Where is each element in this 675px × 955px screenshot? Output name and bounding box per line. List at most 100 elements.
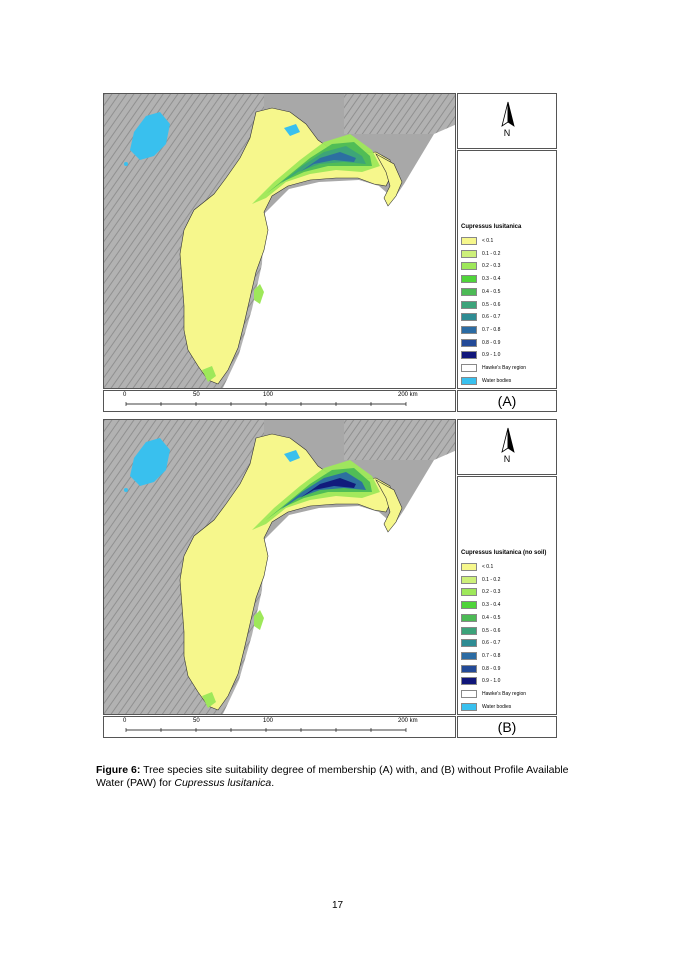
legend-label: 0.2 - 0.3 — [482, 589, 501, 596]
sea-area — [222, 450, 455, 714]
legend-swatch — [461, 702, 477, 711]
panel-label: (B) — [457, 716, 557, 738]
page-number: 17 — [331, 900, 344, 911]
legend-item: 0.6 - 0.7 — [461, 639, 556, 648]
terrain-hillshade-ne — [344, 420, 455, 460]
legend-label: Water bodies — [482, 703, 512, 710]
legend: Cupressus lusitanica (no soil) < 0.1 0.1 … — [457, 476, 557, 715]
legend-label: Water bodies — [482, 377, 512, 384]
legend-label: 0.9 - 1.0 — [482, 352, 501, 359]
legend-label: 0.7 - 0.8 — [482, 652, 501, 659]
legend-swatch — [461, 690, 477, 698]
legend-label: 0.5 - 0.6 — [482, 627, 501, 634]
legend-swatch — [461, 575, 477, 584]
legend-title: Cupressus lusitanica (no soil) — [461, 550, 547, 556]
scale-tick-label: 0 — [123, 718, 127, 724]
legend-item: 0.9 - 1.0 — [461, 677, 556, 686]
suitability-patch — [202, 692, 216, 708]
map-panel-a: N Cupressus lusitanica < 0.1 0.1 - 0.2 0.2… — [103, 93, 557, 412]
legend-swatch — [461, 300, 477, 309]
legend-label: 0.4 - 0.5 — [482, 614, 501, 621]
legend-item: Hawke's Bay region — [461, 690, 556, 699]
legend-item: 0.2 - 0.3 — [461, 588, 556, 597]
scale-tick-label: 50 — [193, 392, 200, 398]
figure-caption: Figure 6: Tree species site suitability … — [96, 764, 586, 790]
legend-item: 0.5 - 0.6 — [461, 626, 556, 636]
scale-tick-label: 200 km — [398, 718, 418, 724]
scale-tick-label: 0 — [123, 392, 127, 398]
scale-tick-label: 50 — [193, 718, 200, 724]
legend-swatch — [461, 287, 477, 296]
legend-swatch — [461, 626, 477, 635]
legend-label: 0.6 - 0.7 — [482, 314, 501, 321]
legend-label: 0.7 - 0.8 — [482, 326, 501, 333]
map-frame — [103, 93, 456, 389]
suitability-patch — [254, 610, 264, 630]
legend-item: < 0.1 — [461, 237, 556, 246]
caption-end: . — [271, 777, 275, 789]
terrain-hillshade-ne — [344, 94, 455, 134]
legend-label: 0.9 - 1.0 — [482, 678, 501, 685]
legend-item: 0.3 - 0.4 — [461, 601, 556, 610]
suitability-band — [300, 152, 356, 172]
map-frame — [103, 419, 456, 715]
caption-text: Tree species site suitability degree of … — [96, 764, 569, 789]
small-water-body — [124, 162, 128, 166]
legend-item: < 0.1 — [461, 563, 556, 572]
legend-swatch — [461, 364, 477, 372]
legend-swatch — [461, 262, 477, 271]
legend-label: 0.8 - 0.9 — [482, 665, 501, 672]
legend-label: 0.5 - 0.6 — [482, 301, 501, 308]
map-svg — [104, 420, 455, 714]
scale-tick-label: 200 km — [398, 392, 418, 398]
legend: Cupressus lusitanica < 0.1 0.1 - 0.2 0.2 -… — [457, 150, 557, 389]
legend-swatch — [461, 325, 477, 334]
legend-label: < 0.1 — [482, 238, 494, 244]
panel-label: (A) — [457, 390, 557, 412]
legend-swatch — [461, 639, 477, 648]
legend-item: 0.4 - 0.5 — [461, 287, 556, 297]
legend-label: Hawke's Bay region — [482, 691, 527, 697]
map-panel-b: N Cupressus lusitanica (no soil) < 0.1 0.… — [103, 419, 557, 738]
lake-water-body — [130, 112, 170, 160]
legend-swatch — [461, 237, 477, 245]
legend-label: 0.3 - 0.4 — [482, 276, 501, 283]
caption-species: Cupressus lusitanica — [174, 777, 272, 789]
scale-tick-label: 100 — [263, 718, 274, 724]
legend-label: 0.3 - 0.4 — [482, 602, 501, 609]
north-arrow-icon — [501, 427, 515, 453]
legend-item: 0.8 - 0.9 — [461, 338, 556, 348]
scale-bar: 0 50 100 200 km — [103, 716, 456, 738]
legend-swatch — [461, 677, 477, 686]
legend-item: 0.7 - 0.8 — [461, 651, 556, 661]
suitability-patch — [202, 366, 216, 382]
legend-swatch — [461, 613, 477, 622]
mahia-peninsula — [375, 479, 403, 533]
legend-label: Hawke's Bay region — [482, 365, 527, 371]
caption-label: Figure 6: — [96, 764, 141, 776]
mahia-peninsula — [375, 153, 403, 207]
north-arrow-icon — [501, 101, 515, 127]
legend-item: 0.2 - 0.3 — [461, 262, 556, 271]
suitability-patch — [254, 284, 264, 304]
legend-item: 0.8 - 0.9 — [461, 664, 556, 674]
legend-swatch — [461, 338, 477, 347]
legend-swatch — [461, 588, 477, 597]
north-arrow-box: N — [457, 419, 557, 475]
legend-swatch — [461, 275, 477, 284]
legend-item: 0.4 - 0.5 — [461, 613, 556, 623]
scale-line — [125, 728, 407, 732]
legend-item: 0.1 - 0.2 — [461, 575, 556, 585]
legend-label: 0.8 - 0.9 — [482, 339, 501, 346]
legend-label: < 0.1 — [482, 564, 494, 570]
map-svg — [104, 94, 455, 388]
legend-title: Cupressus lusitanica — [461, 224, 522, 230]
legend-item: 0.7 - 0.8 — [461, 325, 556, 335]
north-label: N — [503, 454, 511, 464]
north-arrow-box: N — [457, 93, 557, 149]
legend-item: 0.9 - 1.0 — [461, 351, 556, 360]
legend-item: 0.3 - 0.4 — [461, 275, 556, 284]
legend-swatch — [461, 651, 477, 660]
legend-label: 0.1 - 0.2 — [482, 250, 501, 257]
legend-swatch — [461, 351, 477, 360]
